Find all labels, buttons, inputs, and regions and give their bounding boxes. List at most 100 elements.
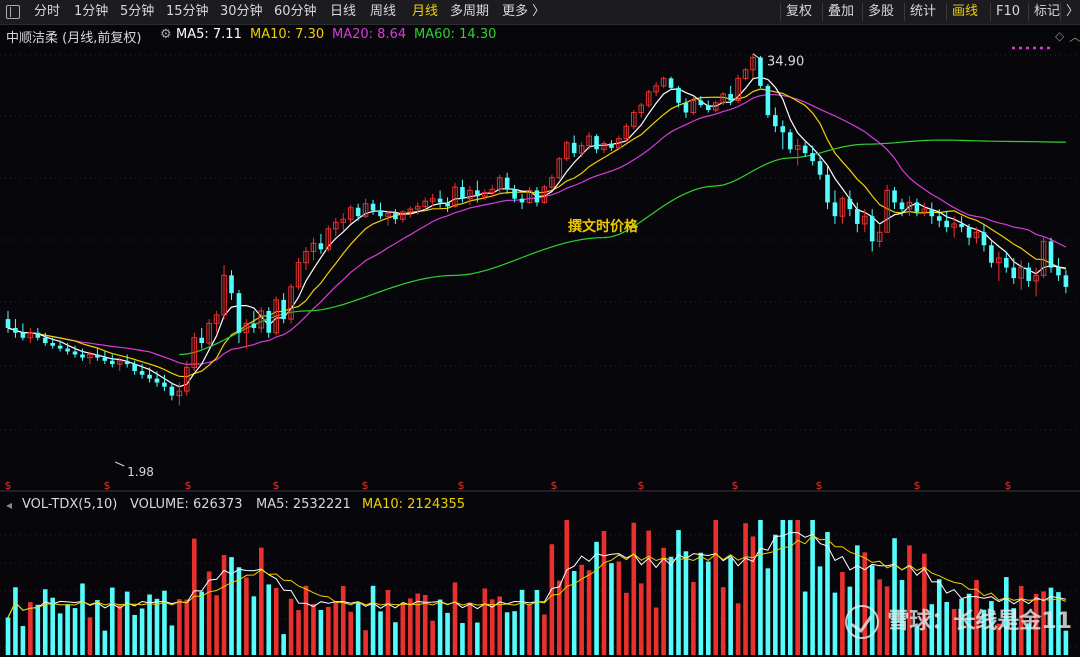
candle-body xyxy=(407,208,414,213)
period-toolbar: 分时 1分钟 5分钟 15分钟 30分钟 60分钟 日线 周线 月线 多周期 更多 〉 复权 叠加 多股统… xyxy=(0,0,1080,25)
tool-button-3[interactable]: 统计 xyxy=(910,4,937,19)
candle-body xyxy=(132,364,137,372)
sidebar-toggle-icon[interactable] xyxy=(6,5,20,19)
volume-bar xyxy=(862,552,868,655)
vol-indicator-label: VOL-TDX(5,10) xyxy=(22,497,118,512)
tool-button-7[interactable]: 〉 xyxy=(1066,4,1080,19)
diamond-icon[interactable]: ◇ xyxy=(1055,29,1065,43)
volume-bar xyxy=(996,623,1002,655)
volume-bar xyxy=(229,557,234,655)
vol-value: VOLUME: 626373 xyxy=(130,497,243,512)
candle-body xyxy=(422,200,428,207)
tool-button-6[interactable]: 标记 xyxy=(1034,4,1061,19)
candle-body xyxy=(690,100,697,114)
volume-bar xyxy=(489,599,495,655)
period-tab-7[interactable]: 周线 xyxy=(370,4,397,19)
volume-bar xyxy=(899,580,905,655)
candle-body xyxy=(281,299,286,320)
volume-bar xyxy=(966,593,972,655)
candle-body xyxy=(973,231,980,239)
tool-button-1[interactable]: 叠加 xyxy=(828,4,855,19)
dividend-marker: $ xyxy=(458,479,465,492)
low-price-label: 1.98 xyxy=(127,465,154,479)
volume-bar xyxy=(266,584,272,655)
volume-bar xyxy=(408,598,413,655)
tool-button-0[interactable]: 复权 xyxy=(786,4,813,19)
volume-bar xyxy=(519,589,525,655)
period-tab-6[interactable]: 日线 xyxy=(330,4,357,19)
candle-body xyxy=(139,371,145,375)
period-tab-2[interactable]: 5分钟 xyxy=(120,4,155,19)
candle-body xyxy=(512,189,517,199)
volume-bar xyxy=(214,595,219,655)
candle-body xyxy=(400,211,406,220)
toolbar-separator xyxy=(1028,3,1029,21)
volume-bar xyxy=(579,564,584,655)
candle-body xyxy=(802,145,808,154)
volume-bar xyxy=(676,530,681,655)
candle-body xyxy=(929,209,935,217)
tool-button-4[interactable]: 画线 xyxy=(952,4,979,19)
candle-body xyxy=(526,189,533,203)
candle-body xyxy=(20,332,26,338)
volume-bar xyxy=(936,579,942,655)
tool-button-2[interactable]: 多股 xyxy=(868,4,895,19)
candle-body xyxy=(1011,267,1017,279)
candle-body xyxy=(347,207,354,220)
collapse-up-icon[interactable]: ︿ xyxy=(1069,30,1080,44)
volume-bar xyxy=(586,570,592,655)
candle-body xyxy=(787,132,793,150)
candle-body xyxy=(370,203,376,211)
candle-body xyxy=(50,343,55,346)
candle-body xyxy=(273,299,279,334)
volume-bar xyxy=(57,613,63,655)
volume-bar xyxy=(631,522,637,655)
volume-bar xyxy=(65,604,70,655)
candle-body xyxy=(921,208,928,213)
candle-body xyxy=(80,354,85,358)
period-tab-5[interactable]: 60分钟 xyxy=(274,4,317,19)
period-tab-9[interactable]: 多周期 xyxy=(450,4,490,19)
volume-bar xyxy=(154,598,160,655)
dividend-marker: $ xyxy=(1005,479,1012,492)
volume-bar xyxy=(810,520,815,655)
period-tab-8[interactable]: 月线 xyxy=(412,4,439,19)
candle-body xyxy=(236,293,242,333)
settings-icon[interactable]: ⚙ xyxy=(160,27,172,42)
tool-button-5[interactable]: F10 xyxy=(996,4,1021,19)
candle-body xyxy=(549,177,555,188)
volume-bar xyxy=(348,611,353,655)
candle-body xyxy=(676,87,681,103)
volume-bar xyxy=(318,609,324,655)
candle-body xyxy=(393,213,398,220)
candle-body xyxy=(534,190,540,203)
volume-bar xyxy=(981,609,987,655)
candle-body xyxy=(556,158,563,179)
period-tab-1[interactable]: 1分钟 xyxy=(74,4,109,19)
volume-bar xyxy=(1018,586,1024,655)
dividend-marker: $ xyxy=(732,479,739,492)
candle-body xyxy=(340,218,347,223)
volume-bar xyxy=(467,602,473,655)
volume-bar xyxy=(758,520,763,655)
volume-bar xyxy=(259,547,264,655)
period-tab-4[interactable]: 30分钟 xyxy=(220,4,263,19)
volume-bar xyxy=(609,563,614,655)
volume-bar xyxy=(989,601,994,655)
volume-bar xyxy=(378,611,383,655)
period-tab-3[interactable]: 15分钟 xyxy=(166,4,209,19)
candle-body xyxy=(27,332,34,339)
toolbar-separator xyxy=(946,3,947,21)
candle-body xyxy=(184,367,190,392)
period-tab-0[interactable]: 分时 xyxy=(34,4,61,19)
candle-body xyxy=(1004,258,1009,268)
period-tab-10[interactable]: 更多 〉 xyxy=(502,4,546,19)
candle-body xyxy=(467,189,473,200)
vol-collapse-icon[interactable]: ◂ xyxy=(6,498,13,512)
volume-bar xyxy=(497,596,502,655)
volume-bar xyxy=(333,601,339,655)
volume-ma10-line xyxy=(7,534,1067,618)
candle-body xyxy=(169,386,175,396)
volume-bar xyxy=(273,587,279,655)
